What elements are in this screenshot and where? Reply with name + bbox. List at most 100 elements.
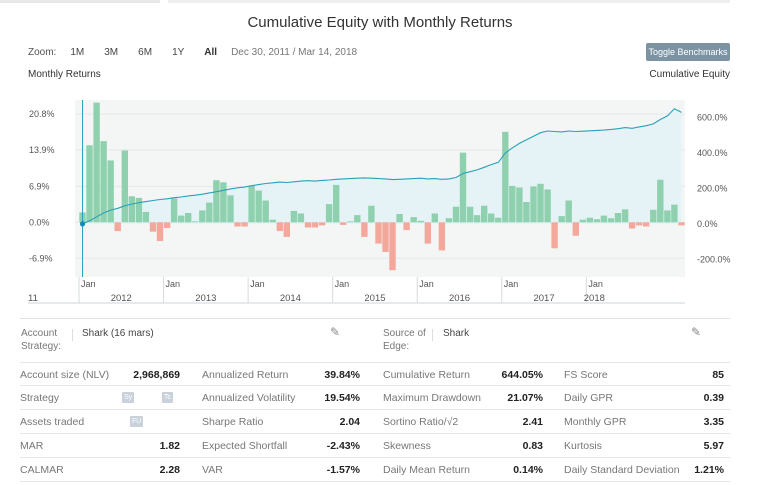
monthly-return-bar[interactable] [248, 185, 255, 223]
monthly-return-bar[interactable] [650, 209, 657, 223]
edit-source-pencil-icon[interactable]: ✎ [691, 325, 702, 339]
monthly-return-bar[interactable] [297, 213, 305, 223]
monthly-return-bar[interactable] [361, 222, 368, 237]
zoom-all-button[interactable]: All [204, 47, 218, 58]
monthly-return-bar[interactable] [593, 219, 601, 223]
monthly-return-bar[interactable] [678, 222, 685, 226]
monthly-return-bar[interactable] [495, 217, 502, 223]
toggle-benchmarks-button[interactable]: Toggle Benchmarks [646, 43, 730, 61]
monthly-return-bar[interactable] [325, 204, 333, 223]
monthly-return-bar[interactable] [375, 222, 382, 244]
monthly-return-bar[interactable] [86, 145, 93, 223]
zoom-3m-button[interactable]: 3M [104, 47, 119, 58]
monthly-return-bar[interactable] [178, 215, 185, 223]
monthly-return-bar[interactable] [466, 206, 474, 223]
zoom-1m-button[interactable]: 1M [70, 47, 85, 58]
monthly-return-bar[interactable] [354, 215, 361, 223]
right-tick-label: 0.0% [697, 219, 718, 229]
monthly-return-bar[interactable] [600, 215, 608, 223]
monthly-return-bar[interactable] [614, 213, 622, 223]
monthly-return-bar[interactable] [227, 195, 234, 223]
monthly-return-bar[interactable] [135, 197, 143, 223]
equity-chart[interactable]: 20.8% 13.9% 6.9% 0.0% -6.9% 600.0% 400.0% 200.0… [0, 82, 770, 307]
monthly-return-bar[interactable] [199, 210, 206, 223]
monthly-return-bar[interactable] [318, 222, 326, 226]
monthly-return-bar[interactable] [304, 222, 312, 228]
monthly-return-bar[interactable] [502, 131, 509, 223]
monthly-return-bar[interactable] [311, 222, 319, 228]
monthly-return-bar[interactable] [403, 222, 410, 231]
monthly-return-bar[interactable] [488, 213, 495, 223]
monthly-return-bar[interactable] [262, 200, 269, 223]
monthly-return-bar[interactable] [396, 214, 403, 223]
monthly-return-bar[interactable] [473, 215, 481, 223]
monthly-return-bar[interactable] [213, 180, 220, 223]
monthly-return-bar[interactable] [657, 179, 664, 223]
monthly-return-bar[interactable] [100, 141, 107, 223]
monthly-return-bar[interactable] [107, 160, 114, 223]
monthly-return-bar[interactable] [544, 189, 551, 223]
monthly-return-bar[interactable] [481, 205, 488, 223]
monthly-return-bar[interactable] [93, 102, 100, 223]
monthly-return-bar[interactable] [128, 196, 135, 223]
stat-label: Assets traded [20, 416, 85, 428]
monthly-return-bar[interactable] [558, 216, 565, 223]
monthly-return-bar[interactable] [142, 211, 150, 223]
monthly-return-bar[interactable] [417, 220, 424, 223]
monthly-return-bar[interactable] [234, 222, 241, 227]
monthly-return-bar[interactable] [671, 204, 678, 223]
zoom-1y-button[interactable]: 1Y [172, 47, 185, 58]
monthly-return-bar[interactable] [220, 182, 227, 223]
year-label: 2014 [280, 293, 301, 304]
monthly-return-bar[interactable] [185, 213, 192, 223]
monthly-return-bar[interactable] [255, 190, 262, 223]
monthly-return-bar[interactable] [586, 217, 593, 223]
monthly-return-bar[interactable] [445, 218, 453, 223]
monthly-return-bar[interactable] [664, 210, 671, 223]
monthly-return-bar[interactable] [636, 222, 643, 226]
monthly-return-bar[interactable] [156, 222, 164, 241]
monthly-return-bar[interactable] [283, 222, 290, 237]
monthly-return-bar[interactable] [607, 218, 615, 223]
monthly-return-bar[interactable] [382, 222, 389, 252]
zoom-6m-button[interactable]: 6M [138, 47, 153, 58]
monthly-return-bar[interactable] [389, 222, 396, 271]
monthly-return-bar[interactable] [551, 222, 558, 249]
monthly-return-bar[interactable] [276, 222, 283, 232]
zoom-label: Zoom: [28, 47, 57, 58]
monthly-return-bar[interactable] [347, 221, 354, 223]
monthly-return-bar[interactable] [163, 222, 171, 228]
monthly-return-bar[interactable] [459, 152, 467, 223]
stat-cumulative-return: Cumulative Return 644.05% [383, 363, 543, 387]
monthly-return-bar[interactable] [368, 205, 375, 223]
monthly-return-bar[interactable] [170, 198, 178, 223]
monthly-return-bar[interactable] [340, 222, 347, 225]
monthly-return-bar[interactable] [206, 202, 213, 223]
monthly-return-bar[interactable] [621, 209, 629, 223]
monthly-return-bar[interactable] [438, 222, 446, 251]
monthly-return-bar[interactable] [628, 222, 636, 229]
monthly-return-bar[interactable] [516, 187, 523, 223]
monthly-return-bar[interactable] [572, 222, 579, 236]
monthly-return-bar[interactable] [530, 186, 537, 223]
monthly-return-bar[interactable] [537, 183, 544, 223]
monthly-return-bar[interactable] [290, 210, 298, 223]
monthly-return-bar[interactable] [523, 202, 530, 223]
monthly-return-bar[interactable] [509, 185, 516, 223]
monthly-return-bar[interactable] [431, 213, 438, 223]
monthly-return-bar[interactable] [149, 222, 157, 232]
monthly-return-bar[interactable] [424, 222, 431, 244]
monthly-return-bar[interactable] [452, 206, 460, 223]
monthly-return-bar[interactable] [643, 222, 650, 227]
monthly-return-bar[interactable] [579, 219, 586, 223]
stat-label: MAR [20, 440, 44, 452]
edit-account-pencil-icon[interactable]: ✎ [330, 325, 341, 339]
monthly-return-bar[interactable] [114, 222, 121, 232]
monthly-return-bar[interactable] [241, 222, 248, 227]
monthly-return-bar[interactable] [565, 200, 572, 223]
monthly-return-bar[interactable] [121, 150, 128, 223]
monthly-return-bar[interactable] [269, 219, 276, 223]
monthly-return-bar[interactable] [333, 184, 340, 223]
monthly-return-bar[interactable] [192, 221, 199, 223]
monthly-return-bar[interactable] [410, 217, 417, 223]
